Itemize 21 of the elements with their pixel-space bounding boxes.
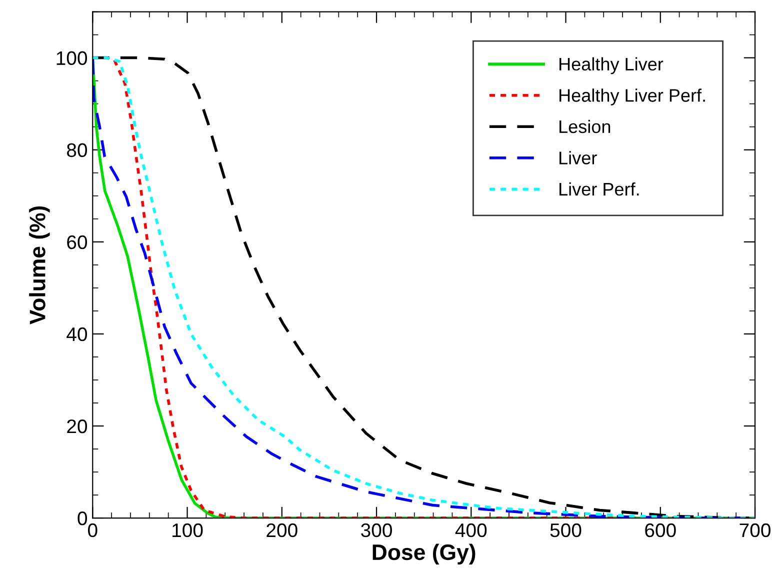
y-tick-label: 40 xyxy=(66,327,88,342)
y-axis-title: Volume (%) xyxy=(29,206,50,324)
x-tick-label: 200 xyxy=(266,523,298,538)
x-tick-label: 100 xyxy=(172,523,203,538)
legend-label: Healthy Liver Perf. xyxy=(560,88,705,106)
x-tick-label: 700 xyxy=(740,523,770,538)
legend-label: Lesion xyxy=(560,120,610,134)
y-tick-label: 100 xyxy=(56,51,88,66)
x-tick-label: 0 xyxy=(88,523,98,538)
y-tick-label: 80 xyxy=(67,143,88,158)
x-tick-label: 500 xyxy=(550,523,582,538)
x-tick-label: 300 xyxy=(361,523,392,538)
legend-label: Healthy Liver xyxy=(560,57,664,74)
legend-label: Liver Perf. xyxy=(560,182,639,196)
x-axis-title: Dose (Gy) xyxy=(372,544,476,565)
x-tick-label: 400 xyxy=(455,523,487,538)
legend-label: Liver xyxy=(560,151,597,164)
x-tick-label: 600 xyxy=(645,523,676,538)
y-tick-label: 0 xyxy=(78,511,88,526)
y-tick-label: 60 xyxy=(67,235,88,250)
y-tick-label: 20 xyxy=(67,419,88,434)
